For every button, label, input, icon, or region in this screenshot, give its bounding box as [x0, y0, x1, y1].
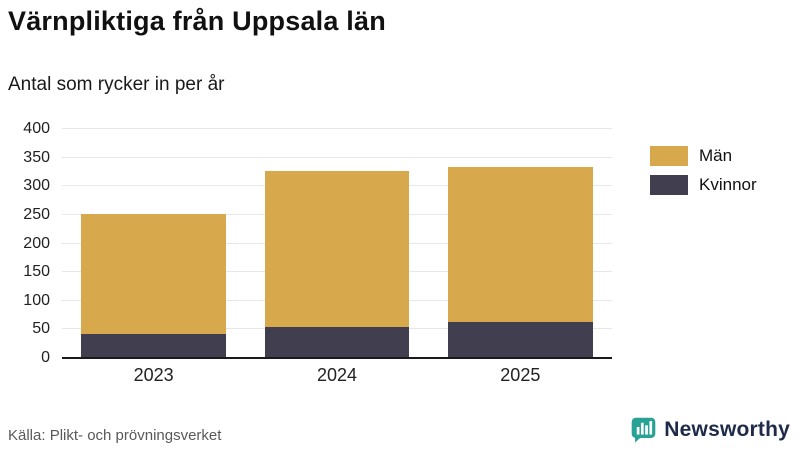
x-axis-labels: 2023 2024 2025 — [62, 365, 612, 389]
chart-subtitle: Antal som rycker in per år — [8, 74, 225, 95]
y-tick-label: 50 — [32, 320, 50, 338]
y-tick-label: 400 — [23, 120, 50, 137]
bar-segment-kvinnor-2024 — [264, 327, 410, 358]
legend-item-män: Män — [650, 146, 757, 166]
gridline — [62, 128, 612, 129]
legend-swatch — [650, 175, 688, 195]
chart-title: Värnpliktiga från Uppsala län — [8, 6, 386, 36]
legend-label: Män — [699, 146, 733, 165]
y-tick-label: 250 — [23, 205, 50, 223]
source-text: Källa: Plikt- och prövningsverket — [8, 427, 222, 444]
x-axis-line — [62, 357, 612, 359]
bar-segment-män-2024 — [264, 171, 410, 328]
y-tick-label: 100 — [23, 291, 50, 309]
x-tick-label: 2025 — [500, 365, 541, 385]
legend-label: Kvinnor — [699, 175, 757, 194]
legend-item-kvinnor: Kvinnor — [650, 175, 757, 195]
bar-segment-män-2023 — [81, 213, 227, 334]
y-tick-label: 150 — [23, 263, 50, 281]
legend: Män Kvinnor — [650, 146, 757, 204]
bar-segment-kvinnor-2025 — [447, 321, 593, 358]
newsworthy-icon — [631, 417, 656, 443]
y-tick-label: 200 — [23, 234, 50, 252]
bar-segment-män-2025 — [447, 167, 593, 322]
y-axis: 0 50 100 150 200 250 300 350 400 — [10, 121, 56, 366]
y-tick-label: 300 — [23, 177, 50, 195]
x-tick-label: 2024 — [316, 365, 358, 385]
y-tick-label: 0 — [41, 349, 50, 366]
x-tick-label: 2023 — [133, 365, 174, 385]
bar-segment-kvinnor-2023 — [81, 333, 227, 358]
y-tick-label: 350 — [23, 148, 50, 166]
plot-area — [62, 128, 612, 359]
newsworthy-logo: Newsworthy — [630, 416, 790, 443]
newsworthy-wordmark: Newsworthy — [664, 417, 790, 441]
legend-swatch — [650, 146, 688, 166]
gridline — [62, 156, 612, 158]
